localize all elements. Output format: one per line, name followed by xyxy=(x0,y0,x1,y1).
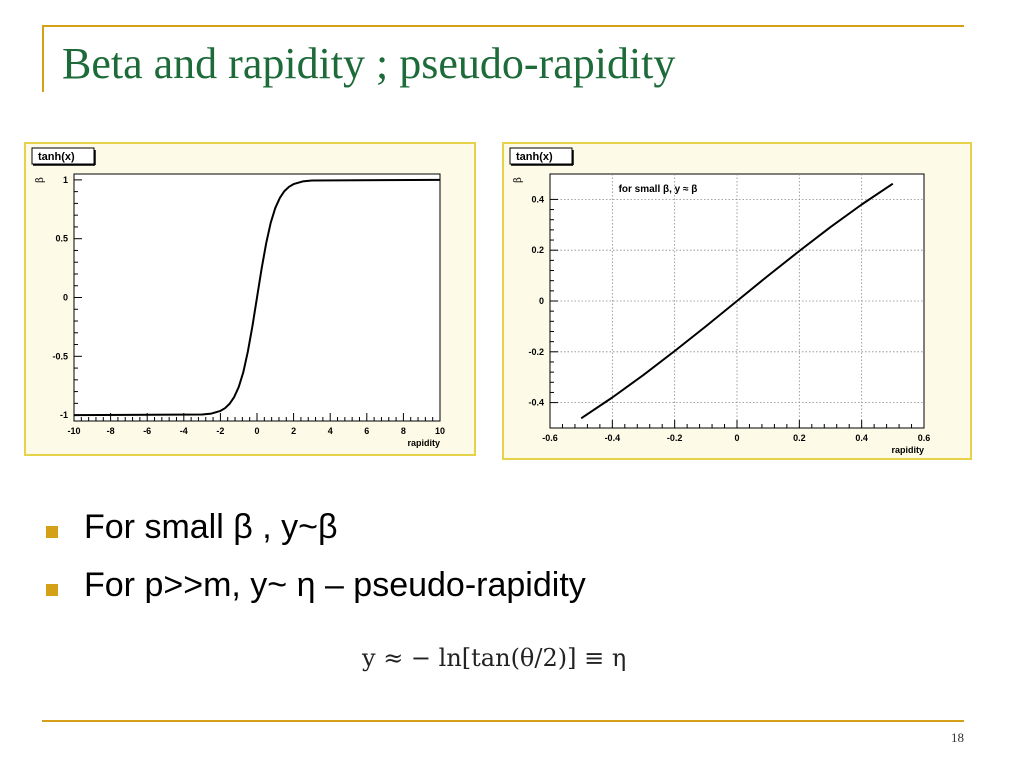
x-tick-label: 0 xyxy=(734,433,739,443)
x-tick-label: 0.4 xyxy=(855,433,868,443)
y-tick-label: 0 xyxy=(539,296,544,306)
x-tick-label: -4 xyxy=(180,426,188,436)
rapidity-formula: y ≈ − ln[tan(θ/2)] ≡ η xyxy=(362,644,627,672)
chart-panel-left: tanh(x) -10 -8 -6 -4 -2 0 2 4 6 8 10 -1 -0.5 0 0.5 1 rapi… xyxy=(24,142,476,456)
chart-tanh-small: tanh(x) -0.6 -0.4 -0.2 0 0.2 0.4 0.6 -0.4 -0.2 0 0.… xyxy=(509,147,931,455)
x-axis-label: rapidity xyxy=(891,445,924,455)
chart-annotation: for small β, y ≈ β xyxy=(619,184,698,195)
chart-panel-right: tanh(x) -0.6 -0.4 -0.2 0 0.2 0.4 0.6 -0.4 -0.2 0 0.… xyxy=(502,142,972,460)
x-tick-label: -0.2 xyxy=(667,433,683,443)
y-tick-label: 0.2 xyxy=(531,245,544,255)
chart-title: tanh(x) xyxy=(38,151,75,163)
chart-title-box xyxy=(509,147,573,165)
title-frame-left xyxy=(42,25,44,92)
footer-line xyxy=(42,720,964,722)
x-tick-label: 0.2 xyxy=(793,433,806,443)
x-tick-label: 10 xyxy=(435,426,445,436)
x-tick-label: 4 xyxy=(328,426,333,436)
bullet-text: For small β , y~β xyxy=(84,508,338,546)
y-axis-label: β xyxy=(513,177,524,183)
x-tick-label: -0.6 xyxy=(542,433,558,443)
y-tick-label: 0 xyxy=(63,293,68,303)
bullet-text: For p>>m, y~ η – pseudo-rapidity xyxy=(84,566,586,604)
y-tick-label: 0.4 xyxy=(531,194,544,204)
x-tick-label: -8 xyxy=(107,426,115,436)
x-tick-label: -0.4 xyxy=(605,433,621,443)
title-frame-top xyxy=(42,25,964,27)
bullet-marker xyxy=(46,526,58,538)
series-line xyxy=(73,178,441,417)
chart-tanh-full: tanh(x) -10 -8 -6 -4 -2 0 2 4 6 8 10 -1 -0.5 0 0.5 1 rapi… xyxy=(31,147,445,448)
bullet-marker xyxy=(46,584,58,596)
y-tick-label: -0.2 xyxy=(528,347,544,357)
y-tick-label: 1 xyxy=(63,175,68,185)
y-axis-label: β xyxy=(35,177,46,183)
y-tick-label: 0.5 xyxy=(55,234,68,244)
y-tick-label: -0.5 xyxy=(52,351,68,361)
chart-title-box xyxy=(31,147,95,165)
y-tick-label: -0.4 xyxy=(528,398,544,408)
y-tick-label: -1 xyxy=(60,410,68,420)
x-tick-label: 6 xyxy=(364,426,369,436)
x-axis-label: rapidity xyxy=(407,438,440,448)
x-tick-label: 8 xyxy=(401,426,406,436)
x-tick-label: 0 xyxy=(254,426,259,436)
slide-title: Beta and rapidity ; pseudo-rapidity xyxy=(62,39,676,88)
x-tick-label: 2 xyxy=(291,426,296,436)
x-tick-label: 0.6 xyxy=(918,433,931,443)
page-number: 18 xyxy=(951,730,964,745)
series-line xyxy=(580,182,894,420)
x-tick-label: -6 xyxy=(143,426,151,436)
chart-title: tanh(x) xyxy=(516,151,553,163)
x-tick-label: -2 xyxy=(216,426,224,436)
x-tick-label: -10 xyxy=(67,426,80,436)
